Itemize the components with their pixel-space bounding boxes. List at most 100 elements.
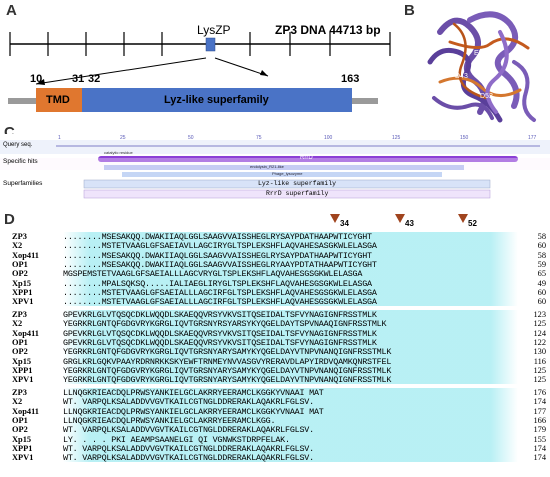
sequence-name: Xp15 (12, 278, 32, 288)
sequence-residues: GPEVKRLGLVTQSQCDKLWQQDLSKAEQQVRSYVKVSITQ… (63, 337, 377, 348)
sequence-name: OP1 (12, 259, 28, 269)
sequence-position: 60 (537, 287, 546, 297)
alignment-block-shading (63, 232, 518, 307)
sequence-residues: LLNQGKRIEACDQLPRWSYANKIELGCLAKRRYEERAMCL… (63, 406, 324, 417)
marker-43 (395, 214, 405, 223)
sequence-residues: LLNQGKRIEACDQLPRWSYANKIELGCLAKRRYEERAMCL… (63, 388, 324, 398)
sequence-position: 125 (533, 365, 546, 375)
lysozp-gene-box (205, 37, 216, 52)
marker-34-label: 34 (340, 219, 349, 228)
sequence-name: XPP1 (12, 443, 33, 453)
genome-ticks (9, 32, 391, 56)
sequence-position: 125 (533, 319, 546, 329)
sequence-residues: ........MSTETVAAGLGFSAEIAVLLAGCIRYGLTSPL… (63, 241, 377, 252)
sequence-position: 49 (537, 278, 546, 288)
sequence-residues: WT. VARPQLKSALADDVVGVTKAILCGTNGLDDRERAKL… (63, 443, 314, 454)
lyz-domain-label: Lyz-like superfamily (164, 94, 269, 106)
sequence-name: ZP3 (12, 310, 27, 319)
position-32: 32 (88, 73, 101, 85)
sequence-name: OP2 (12, 425, 28, 435)
phage-lysozyme-label: Phage_lysozyme (272, 171, 303, 176)
sequence-name: Xop411 (12, 406, 39, 416)
sequence-residues: WT. VARPQLKSALADDVVGVTKAILCGTNGLDDRERAKL… (63, 425, 314, 436)
sequence-residues: WT. VARPQLKSALADDVVGVTKAILCGTNGLDDRERAKL… (63, 453, 314, 464)
lyz-superfamily-label: Lyz-like superfamily (258, 180, 337, 187)
sequence-position: 58 (537, 250, 546, 260)
sequence-name: X2 (12, 319, 23, 329)
sequence-position: 179 (533, 425, 546, 435)
position-163: 163 (341, 73, 360, 85)
sequence-residues: ........MSESAKQQ.DWAKIIAQLGGLSAAGVVAISSH… (63, 250, 372, 261)
zoom-line-left (35, 57, 207, 85)
lysozp-label: LysZP (197, 23, 231, 37)
sequence-name: OP2 (12, 347, 28, 357)
sequence-position: 166 (533, 415, 546, 425)
sequence-name: X2 (12, 397, 23, 407)
sequence-name: XPV1 (12, 297, 34, 307)
sequence-position: 116 (533, 356, 546, 366)
sequence-residues: ........MSTETVAAGLGFSAEIALLLAGCIRFGLTSPL… (63, 287, 377, 298)
zoom-line-right (214, 57, 269, 77)
panel-a-genome-map (8, 32, 391, 112)
sequence-name: OP1 (12, 415, 28, 425)
tick-50: 50 (188, 135, 194, 141)
catalytic-markers (330, 214, 468, 223)
tmd-domain (36, 88, 82, 112)
tick-177: 177 (528, 135, 537, 141)
tmd-domain-label: TMD (46, 94, 70, 106)
sequence-residues: ........MSESAKQQ.DWAKIIAQLGGLSAAGVVAISSH… (63, 232, 372, 242)
rrrd-superfamily-label: RrrD superfamily (266, 190, 329, 197)
sequence-position: 177 (533, 406, 546, 416)
sequence-position: 60 (537, 241, 546, 251)
lyz-superfamily-bar (83, 179, 491, 189)
sequence-name: Xop411 (12, 250, 39, 260)
endolysin-hit-label: endolysin_R21-like (250, 164, 284, 169)
marker-43-label: 43 (405, 219, 414, 228)
sequence-residues: ........MSTETVAAGLGFSAEIALLLAGCIRFGLTSPL… (63, 297, 377, 308)
sequence-position: 155 (533, 434, 546, 444)
tick-1: 1 (58, 135, 61, 141)
sequence-residues: WT. VARPQLKSALADDVVGVTKAILCGTNGLDDRERAKL… (63, 397, 314, 408)
sequence-residues: YEGRKRLGNTQFGDGVRYKGRGLIQVTGRSNYARYSAMYK… (63, 347, 392, 358)
residue-e34-label: E34 (474, 50, 487, 57)
sequence-residues: GPEVKRLGLVTQSQCDKLWQQDLSKAEQQVRSYVKVSITQ… (63, 328, 377, 339)
position-31: 31 (72, 73, 85, 85)
sequence-position: 124 (533, 328, 546, 338)
rrrd-hit-bar (98, 156, 518, 162)
tick-150: 150 (460, 135, 469, 141)
sequence-residues: YEGRKRLGNTQFGDGVRYKGRGLIQVTGRSNYRSYARSYK… (63, 319, 387, 330)
residue-d52-label: D52 (480, 93, 493, 100)
position-10: 10 (30, 73, 43, 85)
marker-34 (330, 214, 340, 223)
sequence-residues: GRGLKRLGQKVPAAYRDRNRKKSKYEWFTRNMEYNVVASG… (63, 356, 392, 367)
sequence-position: 58 (537, 232, 546, 241)
rrrd-hit-label: RrrD (300, 155, 313, 161)
protein-structure-image (427, 11, 536, 123)
sequence-name: Xop411 (12, 328, 39, 338)
phage-lysozyme-hit-bar (122, 172, 442, 177)
sequence-residues: YEGRKRLGNTQFGDGVRYKGRGLIQVTGRSNYARYSAMYK… (63, 375, 392, 386)
sequence-position: 174 (533, 453, 546, 463)
panel-label-d: D (4, 211, 15, 228)
residue-d43-label: D43 (455, 73, 468, 80)
lyz-domain (82, 88, 352, 112)
sequence-name: OP1 (12, 337, 28, 347)
panel-label-c: C (4, 124, 15, 141)
sequence-name: X2 (12, 241, 23, 251)
sequence-name: XPP1 (12, 287, 33, 297)
cdd-search-panel: Query seq. 1 25 50 75 100 125 150 177 ca… (0, 134, 550, 208)
sequence-position: 174 (533, 443, 546, 453)
sequence-name: Xp15 (12, 434, 32, 444)
endolysin-hit-bar (104, 165, 464, 170)
sequence-residues: MGSPEMSTETVAAGLGFSAEIALLLAGCVRYGLTSPLEKS… (63, 269, 363, 280)
tick-25: 25 (120, 135, 126, 141)
sequence-position: 176 (533, 388, 546, 397)
sequence-position: 130 (533, 347, 546, 357)
sequence-position: 59 (537, 259, 546, 269)
sequence-position: 123 (533, 310, 546, 319)
sequence-residues: LY. . . . PKI AEAMPSAANELGI QI VGNWKSTDR… (63, 434, 290, 445)
superfamilies-label: Superfamilies (3, 180, 43, 187)
sequence-name: XPV1 (12, 375, 34, 385)
sequence-position: 125 (533, 375, 546, 385)
sequence-residues: GPEVKRLGLVTQSQCDKLWQQDLSKAEQQVRSYVKVSITQ… (63, 310, 377, 320)
